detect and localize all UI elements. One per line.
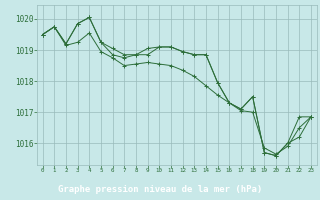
- Text: Graphe pression niveau de la mer (hPa): Graphe pression niveau de la mer (hPa): [58, 185, 262, 194]
